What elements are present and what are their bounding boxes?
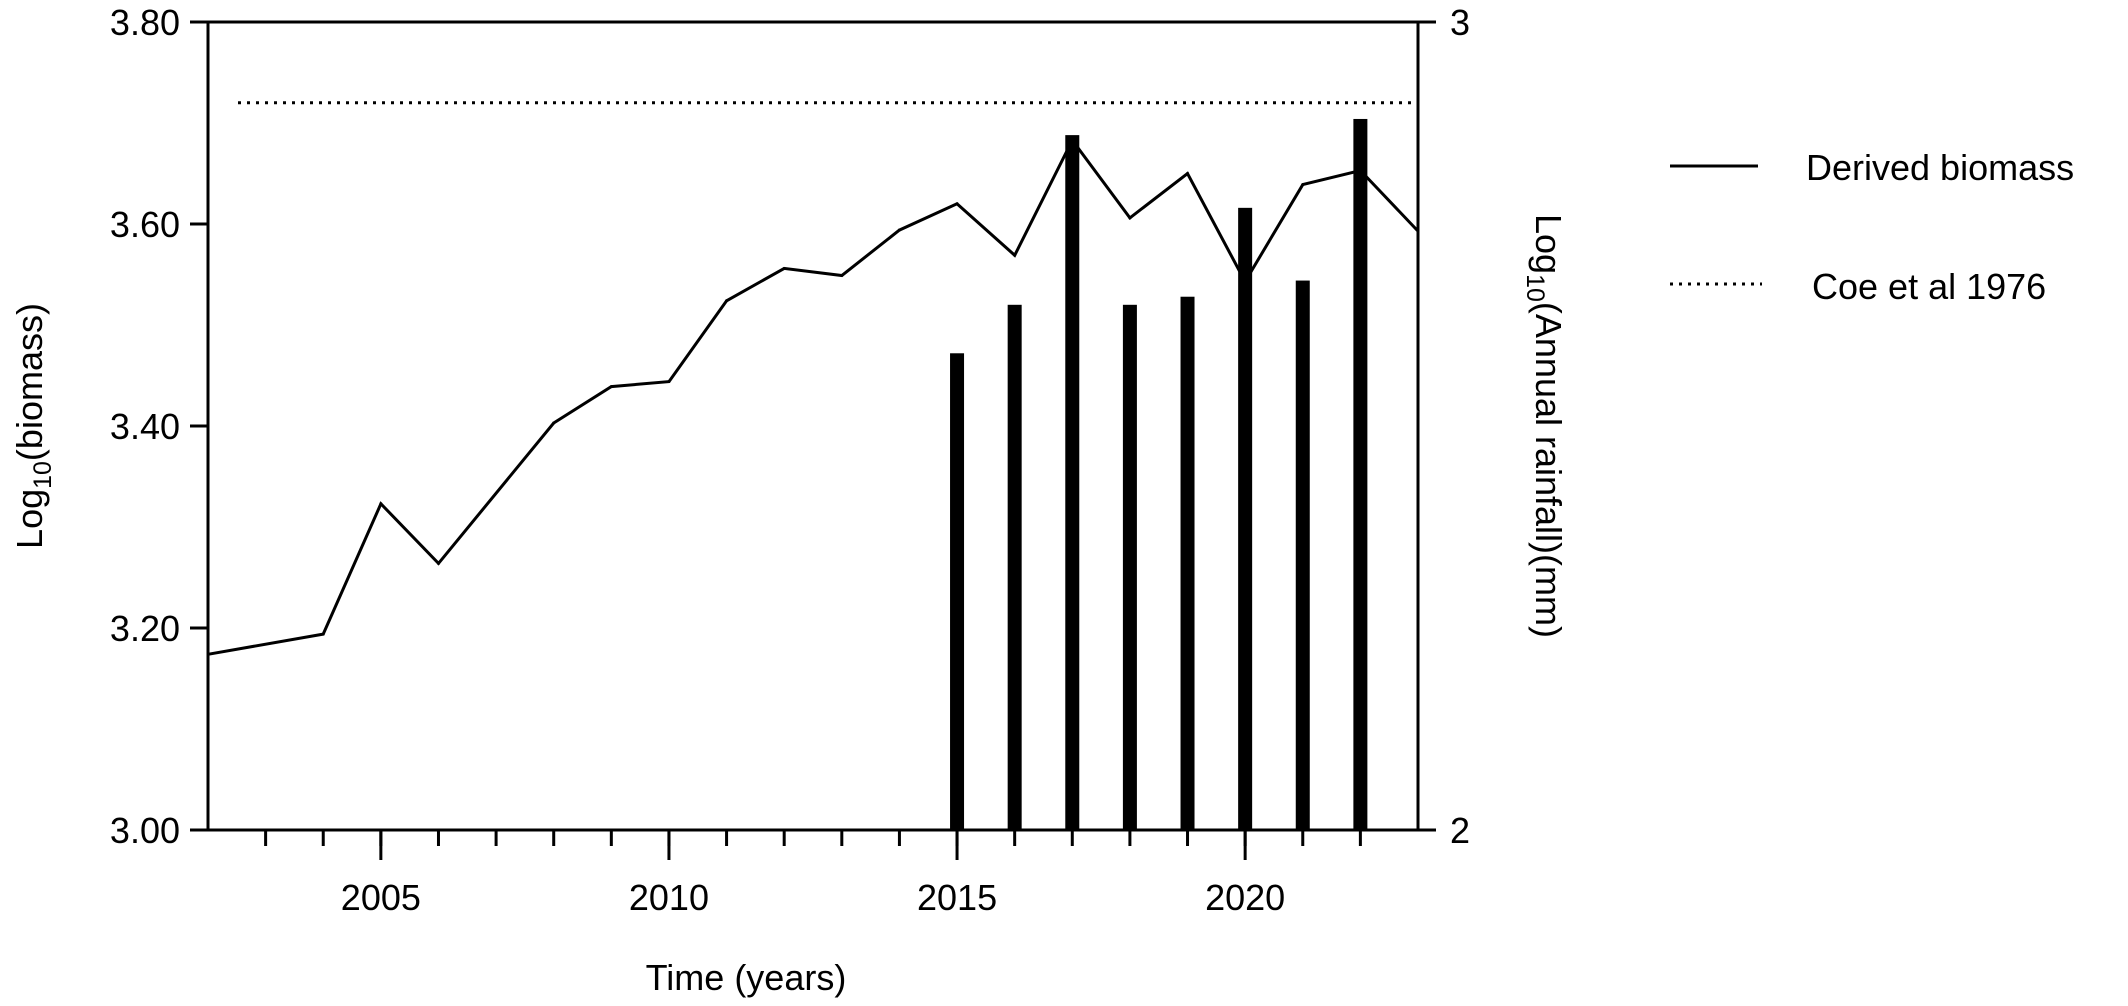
right-y-axis-title-rest: (Annual rainfall)(mm) <box>1528 302 1569 638</box>
derived-biomass-point-2013 <box>840 274 844 278</box>
rainfall-bar-2016 <box>1007 304 1022 830</box>
rainfall-bars <box>950 118 1368 831</box>
derived-biomass-point-2006 <box>436 561 440 565</box>
derived-biomass-point-2022 <box>1358 168 1362 172</box>
left-y-tick-label-3.80: 3.80 <box>110 2 180 43</box>
derived-biomass-point-2011 <box>725 299 729 303</box>
left-y-tick-label-3.20: 3.20 <box>110 608 180 649</box>
left-y-tick-label-3.00: 3.00 <box>110 810 180 851</box>
derived-biomass-point-2009 <box>609 385 613 389</box>
derived-biomass-point-2008 <box>552 421 556 425</box>
left-y-axis-title-base: Log <box>9 489 50 549</box>
derived-biomass-point-2004 <box>321 632 325 636</box>
derived-biomass-point-2020 <box>1243 280 1247 284</box>
derived-biomass-point-2005 <box>379 502 383 506</box>
legend-label-derived-biomass: Derived biomass <box>1806 147 2074 188</box>
rainfall-bar-2017 <box>1065 135 1080 830</box>
legend: Derived biomass Coe et al 1976 <box>1670 147 2074 307</box>
left-y-axis-title: Log10(biomass) <box>9 303 57 549</box>
right-y-tick-label-2: 2 <box>1450 810 1470 851</box>
left-y-axis-title-rest: (biomass) <box>9 303 50 461</box>
rainfall-bar-2019 <box>1180 296 1195 831</box>
tick-labels: 2005 2010 2015 2020 3.00 3.20 3.40 3.60 3.80 2 3 <box>110 2 1470 918</box>
rainfall-bar-2020 <box>1238 207 1253 831</box>
derived-biomass-point-2018 <box>1128 216 1132 220</box>
right-y-axis-title: Log10(Annual rainfall)(mm) <box>1521 214 1569 638</box>
right-y-tick-label-3: 3 <box>1450 2 1470 43</box>
derived-biomass-point-2019 <box>1186 172 1190 175</box>
left-y-axis-title-sub: 10 <box>29 461 57 489</box>
derived-biomass-point-2017 <box>1070 138 1074 142</box>
x-axis-title: Time (years) <box>646 957 847 998</box>
derived-biomass-point-2014 <box>897 228 901 232</box>
derived-biomass-line <box>207 137 1420 656</box>
x-tick-label-2020: 2020 <box>1205 877 1285 918</box>
rainfall-bar-2015 <box>950 353 965 830</box>
rainfall-bar-2021 <box>1295 280 1310 830</box>
axes <box>206 20 1420 832</box>
ticks <box>190 20 1436 860</box>
derived-biomass-point-2021 <box>1301 183 1305 187</box>
right-y-axis-title-sub: 10 <box>1521 274 1549 302</box>
legend-label-coe-1976: Coe et al 1976 <box>1812 266 2046 307</box>
x-tick-label-2010: 2010 <box>629 877 709 918</box>
right-y-axis-title-base: Log <box>1528 214 1569 274</box>
biomass-lines <box>206 101 1420 656</box>
derived-biomass-point-2016 <box>1013 253 1017 257</box>
left-y-tick-label-3.60: 3.60 <box>110 204 180 245</box>
derived-biomass-point-2010 <box>667 380 671 384</box>
rainfall-bar-2018 <box>1122 304 1137 830</box>
rainfall-bar-2022 <box>1353 118 1368 830</box>
derived-biomass-point-2012 <box>782 266 786 270</box>
left-y-tick-label-3.40: 3.40 <box>110 406 180 447</box>
x-tick-label-2005: 2005 <box>341 877 421 918</box>
x-tick-label-2015: 2015 <box>917 877 997 918</box>
derived-biomass-point-2015 <box>955 202 959 206</box>
